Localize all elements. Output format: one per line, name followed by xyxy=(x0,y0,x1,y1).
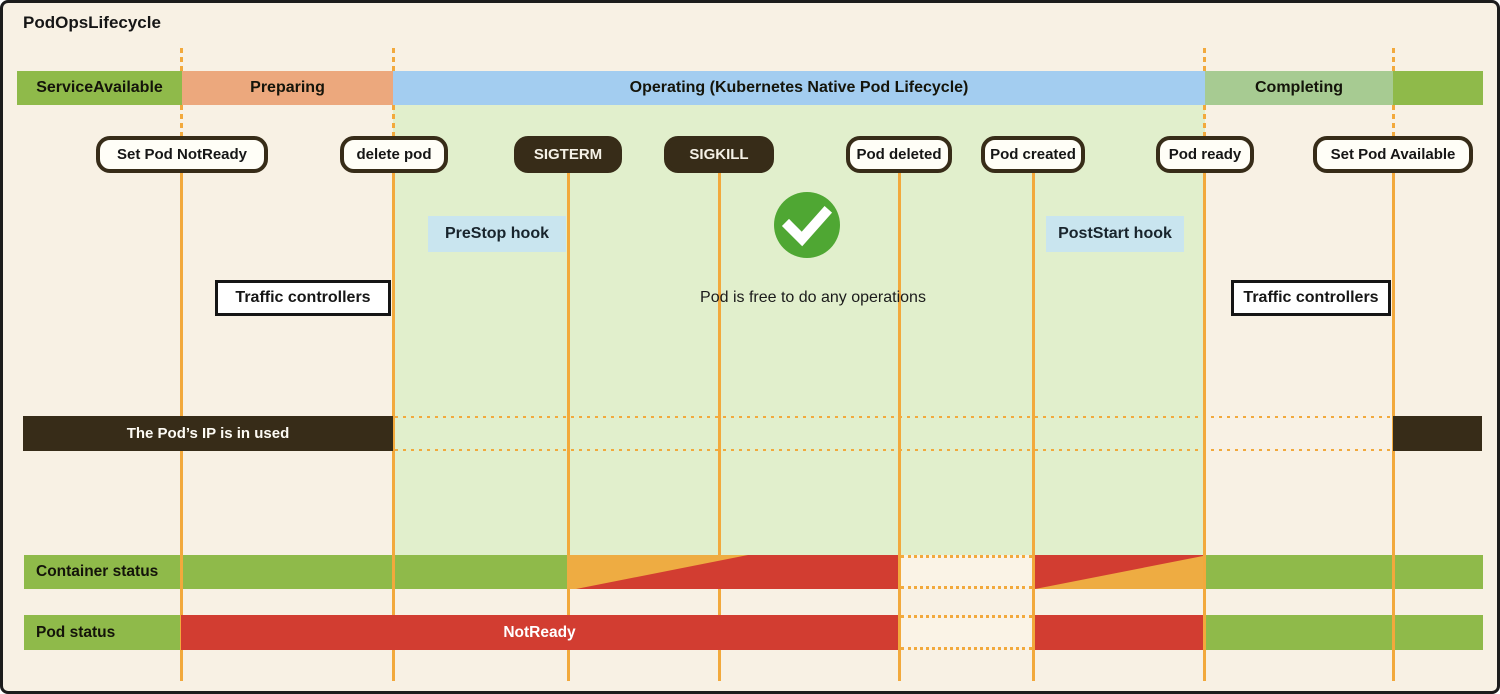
phase-label: Preparing xyxy=(250,79,325,96)
event-label: Set Pod Available xyxy=(1330,146,1456,163)
check-circle-icon xyxy=(774,192,840,258)
container-status-red xyxy=(748,555,898,589)
phase-service-available: ServiceAvailable xyxy=(17,71,182,105)
phase-completing: Completing xyxy=(1205,71,1393,105)
event-label: Pod created xyxy=(990,146,1076,163)
pod-status-notready: NotReady xyxy=(181,615,898,650)
phase-label: Completing xyxy=(1255,79,1343,96)
phase-boundary-dash xyxy=(180,105,183,136)
notready-label: NotReady xyxy=(503,623,576,641)
event-line xyxy=(898,173,901,681)
hook-label: PreStop hook xyxy=(444,225,549,242)
pod-ip-dotted-line xyxy=(395,449,1392,451)
phase-boundary-dash xyxy=(1392,48,1395,71)
pod-status-red-right xyxy=(1035,615,1203,650)
phase-label: ServiceAvailable xyxy=(36,79,163,96)
page-title: PodOpsLifecycle xyxy=(23,13,161,32)
phase-boundary-dash xyxy=(392,105,395,136)
pod-status-green-left: Pod status xyxy=(24,615,181,650)
event-pill-pod-created: Pod created xyxy=(981,136,1085,173)
pod-status-gap xyxy=(901,615,1032,650)
phase-preparing: Preparing xyxy=(182,71,393,105)
pod-ip-bar-left: The Pod’s IP is in used xyxy=(23,416,393,451)
event-label: SIGKILL xyxy=(689,146,749,163)
event-line xyxy=(718,173,721,681)
pod-free-note: Pod is free to do any operations xyxy=(700,289,926,306)
container-status-gap xyxy=(901,555,1032,589)
pod-ip-label: The Pod’s IP is in used xyxy=(126,425,290,442)
pod-ip-dotted-line xyxy=(395,416,1392,418)
operating-region-background xyxy=(393,104,1205,555)
event-label: SIGTERM xyxy=(533,146,603,163)
traffic-controllers-box-right: Traffic controllers xyxy=(1231,280,1391,316)
event-pill-pod-ready: Pod ready xyxy=(1156,136,1254,173)
phase-boundary-dash xyxy=(1392,105,1395,136)
container-status-green-left: Container status xyxy=(24,555,567,589)
event-line xyxy=(392,173,395,681)
event-line xyxy=(567,173,570,681)
event-pill-set-pod-notready: Set Pod NotReady xyxy=(96,136,268,173)
prestop-hook-box: PreStop hook xyxy=(428,216,566,252)
pod-status-label: Pod status xyxy=(36,623,116,641)
traffic-controllers-label: Traffic controllers xyxy=(1243,289,1379,306)
event-pill-sigterm: SIGTERM xyxy=(514,136,622,173)
event-label: Pod deleted xyxy=(856,146,942,163)
phase-boundary-dash xyxy=(180,48,183,71)
pod-ip-bar-right xyxy=(1393,416,1482,451)
event-line xyxy=(1032,173,1035,681)
container-status-green-right xyxy=(1206,555,1483,589)
phase-label: Operating (Kubernetes Native Pod Lifecyc… xyxy=(629,79,969,96)
pod-status-green-right xyxy=(1206,615,1483,650)
traffic-controllers-label: Traffic controllers xyxy=(235,289,371,306)
hook-label: PostStart hook xyxy=(1058,225,1172,242)
event-line xyxy=(1203,173,1206,681)
event-label: Pod ready xyxy=(1168,146,1242,163)
traffic-controllers-box-left: Traffic controllers xyxy=(215,280,391,316)
phase-final-green xyxy=(1393,71,1483,105)
event-pill-sigkill: SIGKILL xyxy=(664,136,774,173)
container-status-label: Container status xyxy=(36,563,159,580)
event-label: Set Pod NotReady xyxy=(116,146,248,163)
event-pill-set-pod-available: Set Pod Available xyxy=(1313,136,1473,173)
phase-boundary-dash xyxy=(1203,105,1206,136)
phase-boundary-dash xyxy=(1203,48,1206,71)
phase-boundary-dash xyxy=(392,48,395,71)
event-pill-delete-pod: delete pod xyxy=(340,136,448,173)
event-pill-pod-deleted: Pod deleted xyxy=(846,136,952,173)
phase-operating: Operating (Kubernetes Native Pod Lifecyc… xyxy=(393,71,1205,105)
poststart-hook-box: PostStart hook xyxy=(1046,216,1184,252)
event-label: delete pod xyxy=(356,146,432,163)
